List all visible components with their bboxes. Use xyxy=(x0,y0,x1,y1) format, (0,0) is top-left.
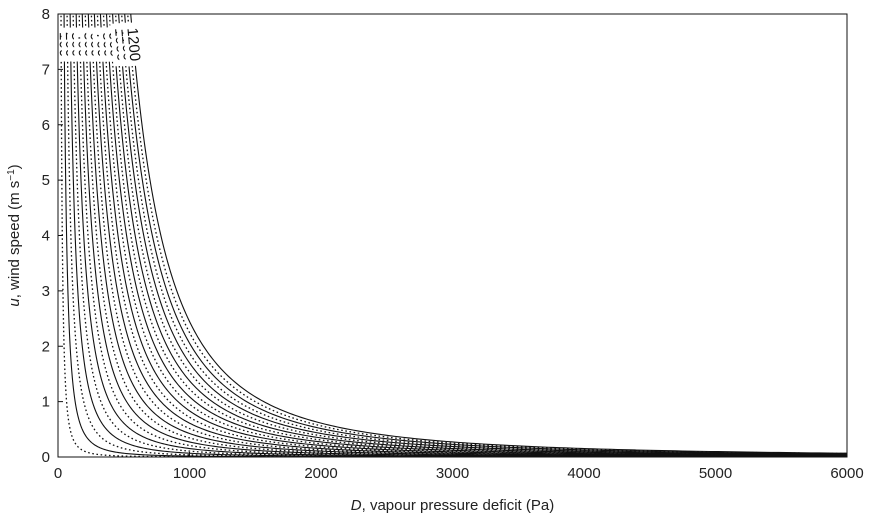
y-axis-unit-superscript: −1 xyxy=(6,169,17,181)
x-tick-label: 2000 xyxy=(304,465,337,482)
x-tick-label: 4000 xyxy=(567,465,600,482)
contour-line-750 xyxy=(102,14,847,457)
y-axis-variable: u xyxy=(6,298,23,307)
y-tick-label: 7 xyxy=(42,61,50,78)
plot-frame xyxy=(57,13,848,458)
contour-lines xyxy=(60,14,847,457)
contour-line-950 xyxy=(114,14,847,456)
contour-line-1200 xyxy=(130,14,847,454)
contour-line-400 xyxy=(81,14,847,457)
x-axis-variable: D xyxy=(351,497,362,514)
y-tick-label: 1 xyxy=(42,394,50,411)
y-tick-label: 5 xyxy=(42,172,50,189)
x-tick-label: 6000 xyxy=(830,465,863,482)
x-tick-label: 5000 xyxy=(699,465,732,482)
contour-line-1000 xyxy=(118,14,847,455)
x-tick-label: 1000 xyxy=(173,465,206,482)
y-tick-label: 2 xyxy=(42,338,50,355)
contour-line-350 xyxy=(78,14,847,457)
y-axis-unit-close: ) xyxy=(6,164,23,169)
y-tick-label: 6 xyxy=(42,117,50,134)
contour-line-650 xyxy=(96,14,847,457)
contour-line-200 xyxy=(69,14,847,457)
y-tick-label: 3 xyxy=(42,283,50,300)
contour-line-700 xyxy=(99,14,847,457)
contour-line-850 xyxy=(108,14,847,456)
contour-labels: 100200300400500600700800900100011001200 xyxy=(55,22,145,67)
y-tick-label: 0 xyxy=(42,449,50,466)
x-tick-label: 3000 xyxy=(436,465,469,482)
y-axis-title: u, wind speed (m s−1) xyxy=(6,164,24,306)
contour-line-300 xyxy=(75,14,847,457)
y-tick-label: 8 xyxy=(42,6,50,23)
x-tick-label: 0 xyxy=(54,465,62,482)
contour-label-1200: 1200 xyxy=(123,27,143,62)
contour-line-1150 xyxy=(127,14,847,455)
contour-line-600 xyxy=(93,14,847,457)
contour-line-550 xyxy=(90,14,847,457)
y-axis: 0 1 2 3 4 5 6 7 8 xyxy=(42,6,63,466)
contour-line-100 xyxy=(63,14,847,457)
contour-line-50 xyxy=(60,14,847,457)
contour-label-background-1200 xyxy=(122,22,145,67)
contour-line-1050 xyxy=(121,14,847,455)
y-axis-unit-text: , wind speed (m s xyxy=(6,181,23,299)
contour-line-250 xyxy=(72,14,847,457)
x-axis-title: D, vapour pressure deficit (Pa) xyxy=(351,497,554,514)
contour-line-150 xyxy=(66,14,847,457)
contour-line-450 xyxy=(84,14,847,457)
y-tick-label: 4 xyxy=(42,228,50,245)
contour-line-1100 xyxy=(124,14,847,455)
x-axis-unit-text: , vapour pressure deficit (Pa) xyxy=(362,497,555,514)
contour-line-900 xyxy=(112,14,847,456)
x-axis: 0 1000 2000 3000 4000 5000 6000 xyxy=(54,452,864,482)
contour-line-500 xyxy=(87,14,847,457)
